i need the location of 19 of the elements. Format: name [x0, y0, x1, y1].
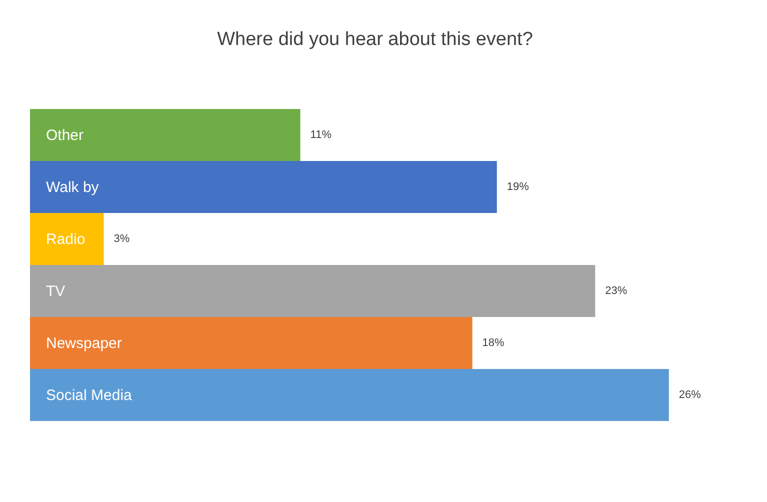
bar: [30, 161, 497, 213]
y-tick-label: TV: [46, 283, 66, 300]
data-label: 19%: [506, 181, 530, 193]
y-tick-label: Other: [46, 127, 84, 144]
y-tick-label: Walk by: [46, 179, 100, 196]
y-tick-label: Social Media: [46, 387, 133, 404]
data-label: 3%: [114, 233, 130, 245]
data-label: 26%: [678, 389, 702, 401]
data-label: 18%: [482, 337, 505, 349]
bar: [30, 213, 104, 265]
bar: [30, 109, 300, 161]
data-label: 11%: [310, 129, 332, 141]
chart-title: Where did you hear about this event?: [217, 29, 533, 50]
data-label: 23%: [605, 285, 628, 297]
bar: [30, 317, 472, 369]
bar: [30, 265, 596, 317]
y-tick-label: Newspaper: [46, 335, 122, 352]
bar: [30, 369, 669, 421]
y-tick-label: Radio: [46, 231, 86, 248]
